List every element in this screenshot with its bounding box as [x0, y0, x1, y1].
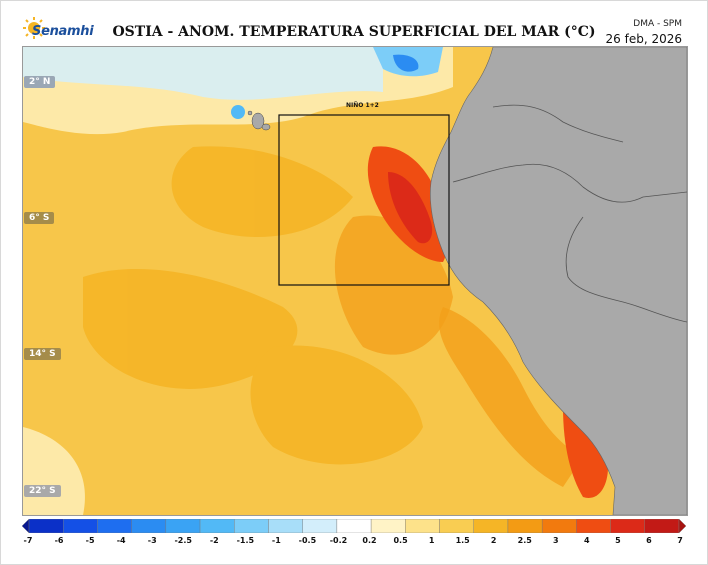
colorbar-segment: [576, 519, 611, 533]
colorbar-segment: [370, 519, 406, 533]
colorbar-tick-label: 1.5: [455, 536, 470, 545]
date-label: 26 feb, 2026: [605, 32, 682, 46]
colorbar-segment: [302, 519, 338, 533]
colorbar-tick-label: -4: [116, 536, 126, 545]
lat-label-6s: 6° S: [24, 212, 55, 224]
colorbar-tick-label: 2: [490, 536, 497, 545]
lat-label-14s: 14° S: [24, 348, 61, 360]
colorbar-tick-label: -5: [85, 536, 95, 545]
colorbar-segment: [97, 519, 132, 533]
lat-label-2n: 2° N: [24, 76, 56, 88]
credit-label: DMA - SPM: [633, 19, 682, 29]
sun-icon: [23, 17, 45, 39]
colorbar-segment: [541, 519, 577, 533]
colorbar-tick-label: -0.5: [298, 536, 317, 545]
colorbar-tick-label: -7: [23, 536, 33, 545]
colorbar-tick-label: 6: [646, 536, 652, 545]
colorbar-segment: [678, 519, 686, 533]
country-borders: [452, 104, 687, 323]
colorbar-tick-label: 3: [553, 536, 559, 545]
colorbar-segment: [131, 519, 167, 533]
colorbar-segment: [63, 519, 98, 533]
colorbar-segment: [610, 519, 645, 533]
colorbar-tick-label: 2.5: [517, 536, 532, 545]
colorbar-segment: [165, 519, 201, 533]
south-america-land: [430, 47, 687, 515]
colorbar-segment: [439, 519, 474, 533]
colorbar-tick-label: -0.2: [329, 536, 348, 545]
map-title: OSTIA - ANOM. TEMPERATURA SUPERFICIAL DE…: [112, 24, 596, 40]
colorbar-tick-label: 7: [677, 536, 683, 545]
colorbar-segment: [336, 519, 372, 533]
nino12-box: [278, 114, 450, 286]
anomaly-cool-north: [23, 47, 453, 135]
senamhi-logo: [23, 17, 45, 39]
colorbar-tick-label: -3: [147, 536, 157, 545]
anomaly-hot-coastal: [367, 146, 608, 498]
colorbar-tick-label: -1.5: [236, 536, 255, 545]
colorbar-segment: [28, 519, 64, 533]
colorbar-tick-label: -2: [209, 536, 219, 545]
colorbar-segment: [644, 519, 680, 533]
colorbar-segment: [234, 519, 269, 533]
colorbar-segment: [473, 519, 509, 533]
colorbar-segment: [22, 519, 30, 533]
colorbar-tick-label: 5: [615, 536, 621, 545]
sst-anomaly-map: [22, 46, 688, 516]
colorbar-segment: [199, 519, 235, 533]
colorbar-segment: [405, 519, 440, 533]
colorbar-tick-label: 1: [428, 536, 435, 545]
colorbar-tick-label: 0.5: [393, 536, 408, 545]
nino12-label: NIÑO 1+2: [346, 102, 379, 109]
colorbar-segment: [507, 519, 543, 533]
colorbar-tick-label: -2.5: [174, 536, 192, 545]
galapagos-islands: [247, 110, 271, 131]
map-canvas: [23, 47, 687, 515]
colorbar: [22, 519, 686, 533]
logo-text: Senamhi: [32, 24, 94, 39]
colorbar-tick-label: -1: [271, 536, 281, 545]
colorbar-tick-label: 4: [584, 536, 590, 545]
colorbar-tick-label: 0.2: [362, 536, 377, 545]
colorbar-tick-label: -6: [54, 536, 64, 545]
lat-label-22s: 22° S: [24, 485, 61, 497]
colorbar-segment: [268, 519, 303, 533]
